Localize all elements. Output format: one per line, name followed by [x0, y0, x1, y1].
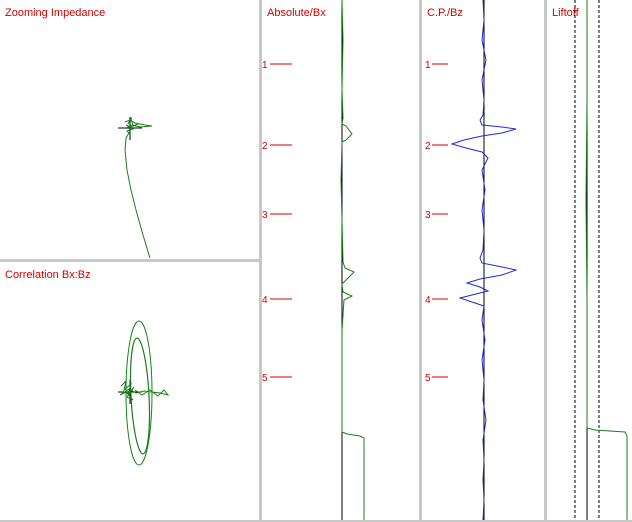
depth-tick-label: 1 — [425, 60, 431, 71]
correlation-outer-loop — [125, 320, 153, 466]
correlation-inner-loop — [129, 337, 151, 455]
absolute-bx-trace — [340, 0, 365, 520]
impedance-trace — [124, 119, 153, 259]
depth-tick-label: 4 — [425, 295, 431, 306]
correlation-noise — [119, 379, 170, 401]
absolute-bx-depth-axis — [270, 63, 292, 378]
depth-tick-label: 1 — [262, 60, 268, 71]
liftoff-title: Liftoff — [552, 7, 579, 19]
depth-tick-label: 2 — [425, 141, 431, 152]
cp-bz-plot: 1 2 3 4 5 — [425, 0, 518, 521]
impedance-plot — [118, 116, 153, 259]
liftoff-plot — [574, 0, 628, 520]
zooming-impedance-title: Zooming Impedance — [5, 7, 106, 19]
cp-bz-title: C.P./Bz — [427, 7, 463, 19]
depth-tick-label: 5 — [262, 373, 268, 384]
depth-tick-label: 2 — [262, 141, 268, 152]
cp-bz-depth-axis — [432, 63, 448, 378]
absolute-bx-title: Absolute/Bx — [267, 7, 326, 19]
depth-tick-label: 3 — [425, 210, 431, 221]
cp-bz-trace — [450, 0, 518, 521]
absolute-bx-panel[interactable]: Absolute/Bx 1 2 3 4 5 — [262, 0, 419, 520]
depth-tick-label: 4 — [262, 295, 268, 306]
depth-tick-label: 3 — [262, 210, 268, 221]
correlation-plot — [118, 320, 170, 466]
absolute-bx-plot: 1 2 3 4 5 — [262, 0, 365, 520]
cp-bz-panel[interactable]: C.P./Bz 1 2 3 4 5 — [422, 0, 544, 521]
correlation-title: Correlation Bx:Bz — [5, 269, 91, 281]
depth-tick-label: 5 — [425, 373, 431, 384]
correlation-panel[interactable]: Correlation Bx:Bz — [0, 262, 259, 520]
zooming-impedance-panel[interactable]: Zooming Impedance — [0, 0, 259, 259]
liftoff-trace — [585, 0, 628, 520]
liftoff-panel[interactable]: Liftoff — [547, 0, 632, 520]
